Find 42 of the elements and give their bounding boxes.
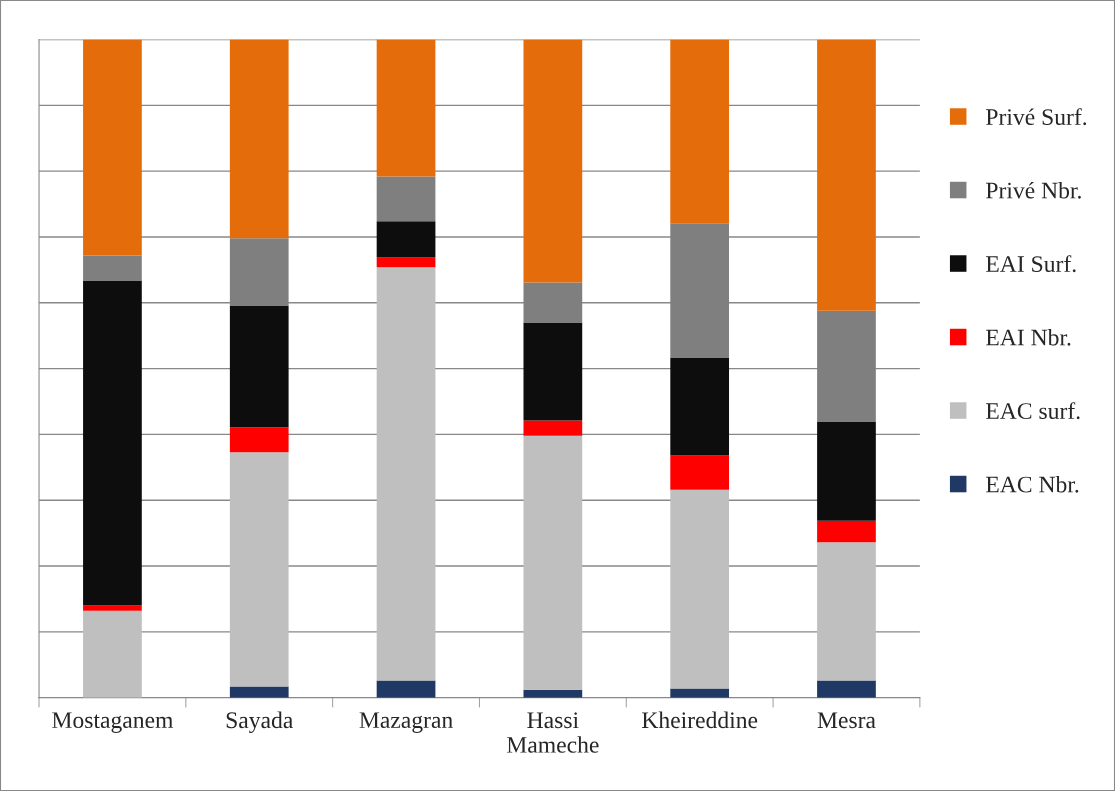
bar [83,280,142,606]
x-tick-label: Mesra [817,712,876,729]
bar [670,39,730,224]
bar [523,420,583,436]
bar [817,39,876,311]
bar [670,357,730,456]
legend-label: EAC surf. [986,402,1080,420]
bar [376,39,436,177]
legend-label: EAC Nbr. [986,475,1079,493]
legend-label: Privé Nbr. [986,181,1081,199]
x-tick-label: Hassi Mameche [506,712,599,753]
bar [670,455,730,490]
bar [229,427,289,453]
x-tick-label: Mostaganem [52,712,174,733]
x-tick-label: Sayada [226,711,293,734]
legend-label: EAI Nbr. [986,328,1071,346]
bar [83,39,142,256]
bar [229,305,289,428]
bar [523,322,583,421]
bar [523,435,583,690]
x-tick-label: Mazagran [359,712,453,733]
bar [817,421,876,521]
bar [670,489,730,689]
legend-label: EAI Surf. [986,255,1076,273]
x-tick-label: Kheireddine [641,711,758,729]
bar [376,267,436,681]
legend-label: Privé Surf. [986,108,1087,126]
bar [83,605,142,611]
bar [523,39,583,283]
bar [817,542,876,681]
bar [229,452,289,687]
bar [817,680,876,698]
bar [83,610,142,698]
bar [376,176,436,222]
bar [376,680,436,698]
bar [229,39,289,239]
bar [376,221,436,258]
bar [817,520,876,543]
bar [376,257,436,268]
bar [670,688,730,698]
bar [83,255,142,281]
bar [229,686,289,698]
